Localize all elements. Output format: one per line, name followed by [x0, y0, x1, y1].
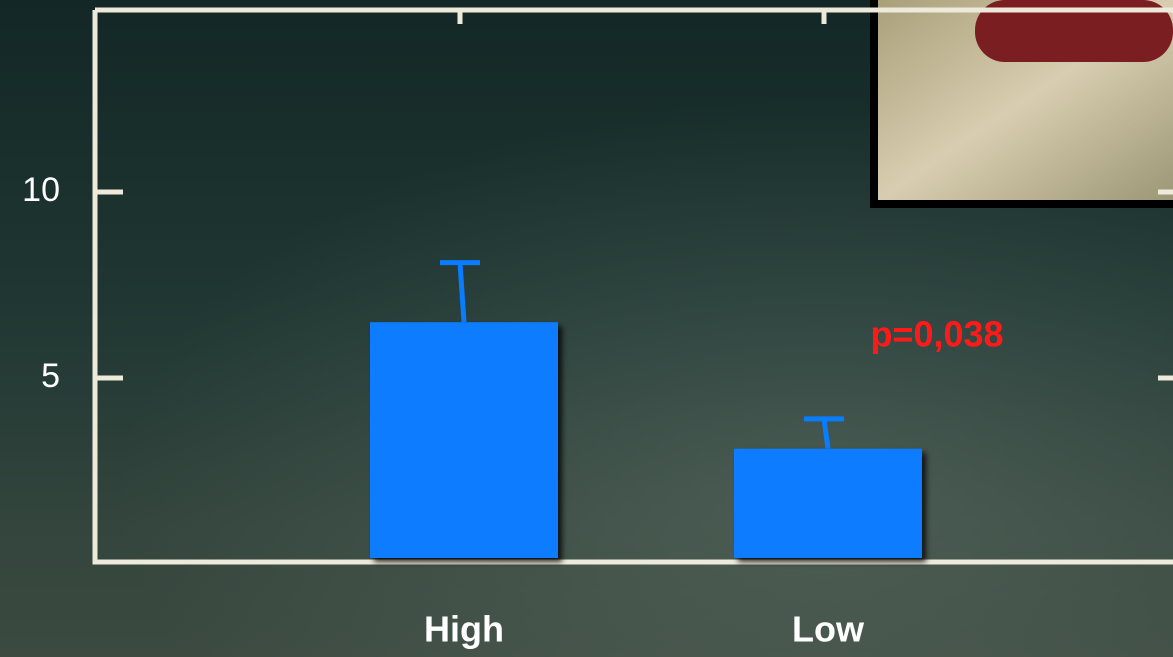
y-tick-label: 10 — [22, 171, 60, 209]
inset-photo — [870, 0, 1173, 208]
bar — [734, 449, 922, 558]
x-tick-label: Low — [792, 609, 865, 650]
page: 510HighLowp=0,038 (() => { const data = … — [0, 0, 1173, 657]
annotation: p=0,038 — [870, 314, 1003, 355]
y-tick-label: 5 — [41, 357, 60, 395]
chart: 5 10 High Low p=0,038 — [0, 0, 1173, 657]
x-tick-label: High — [424, 609, 504, 650]
bar — [370, 322, 558, 558]
